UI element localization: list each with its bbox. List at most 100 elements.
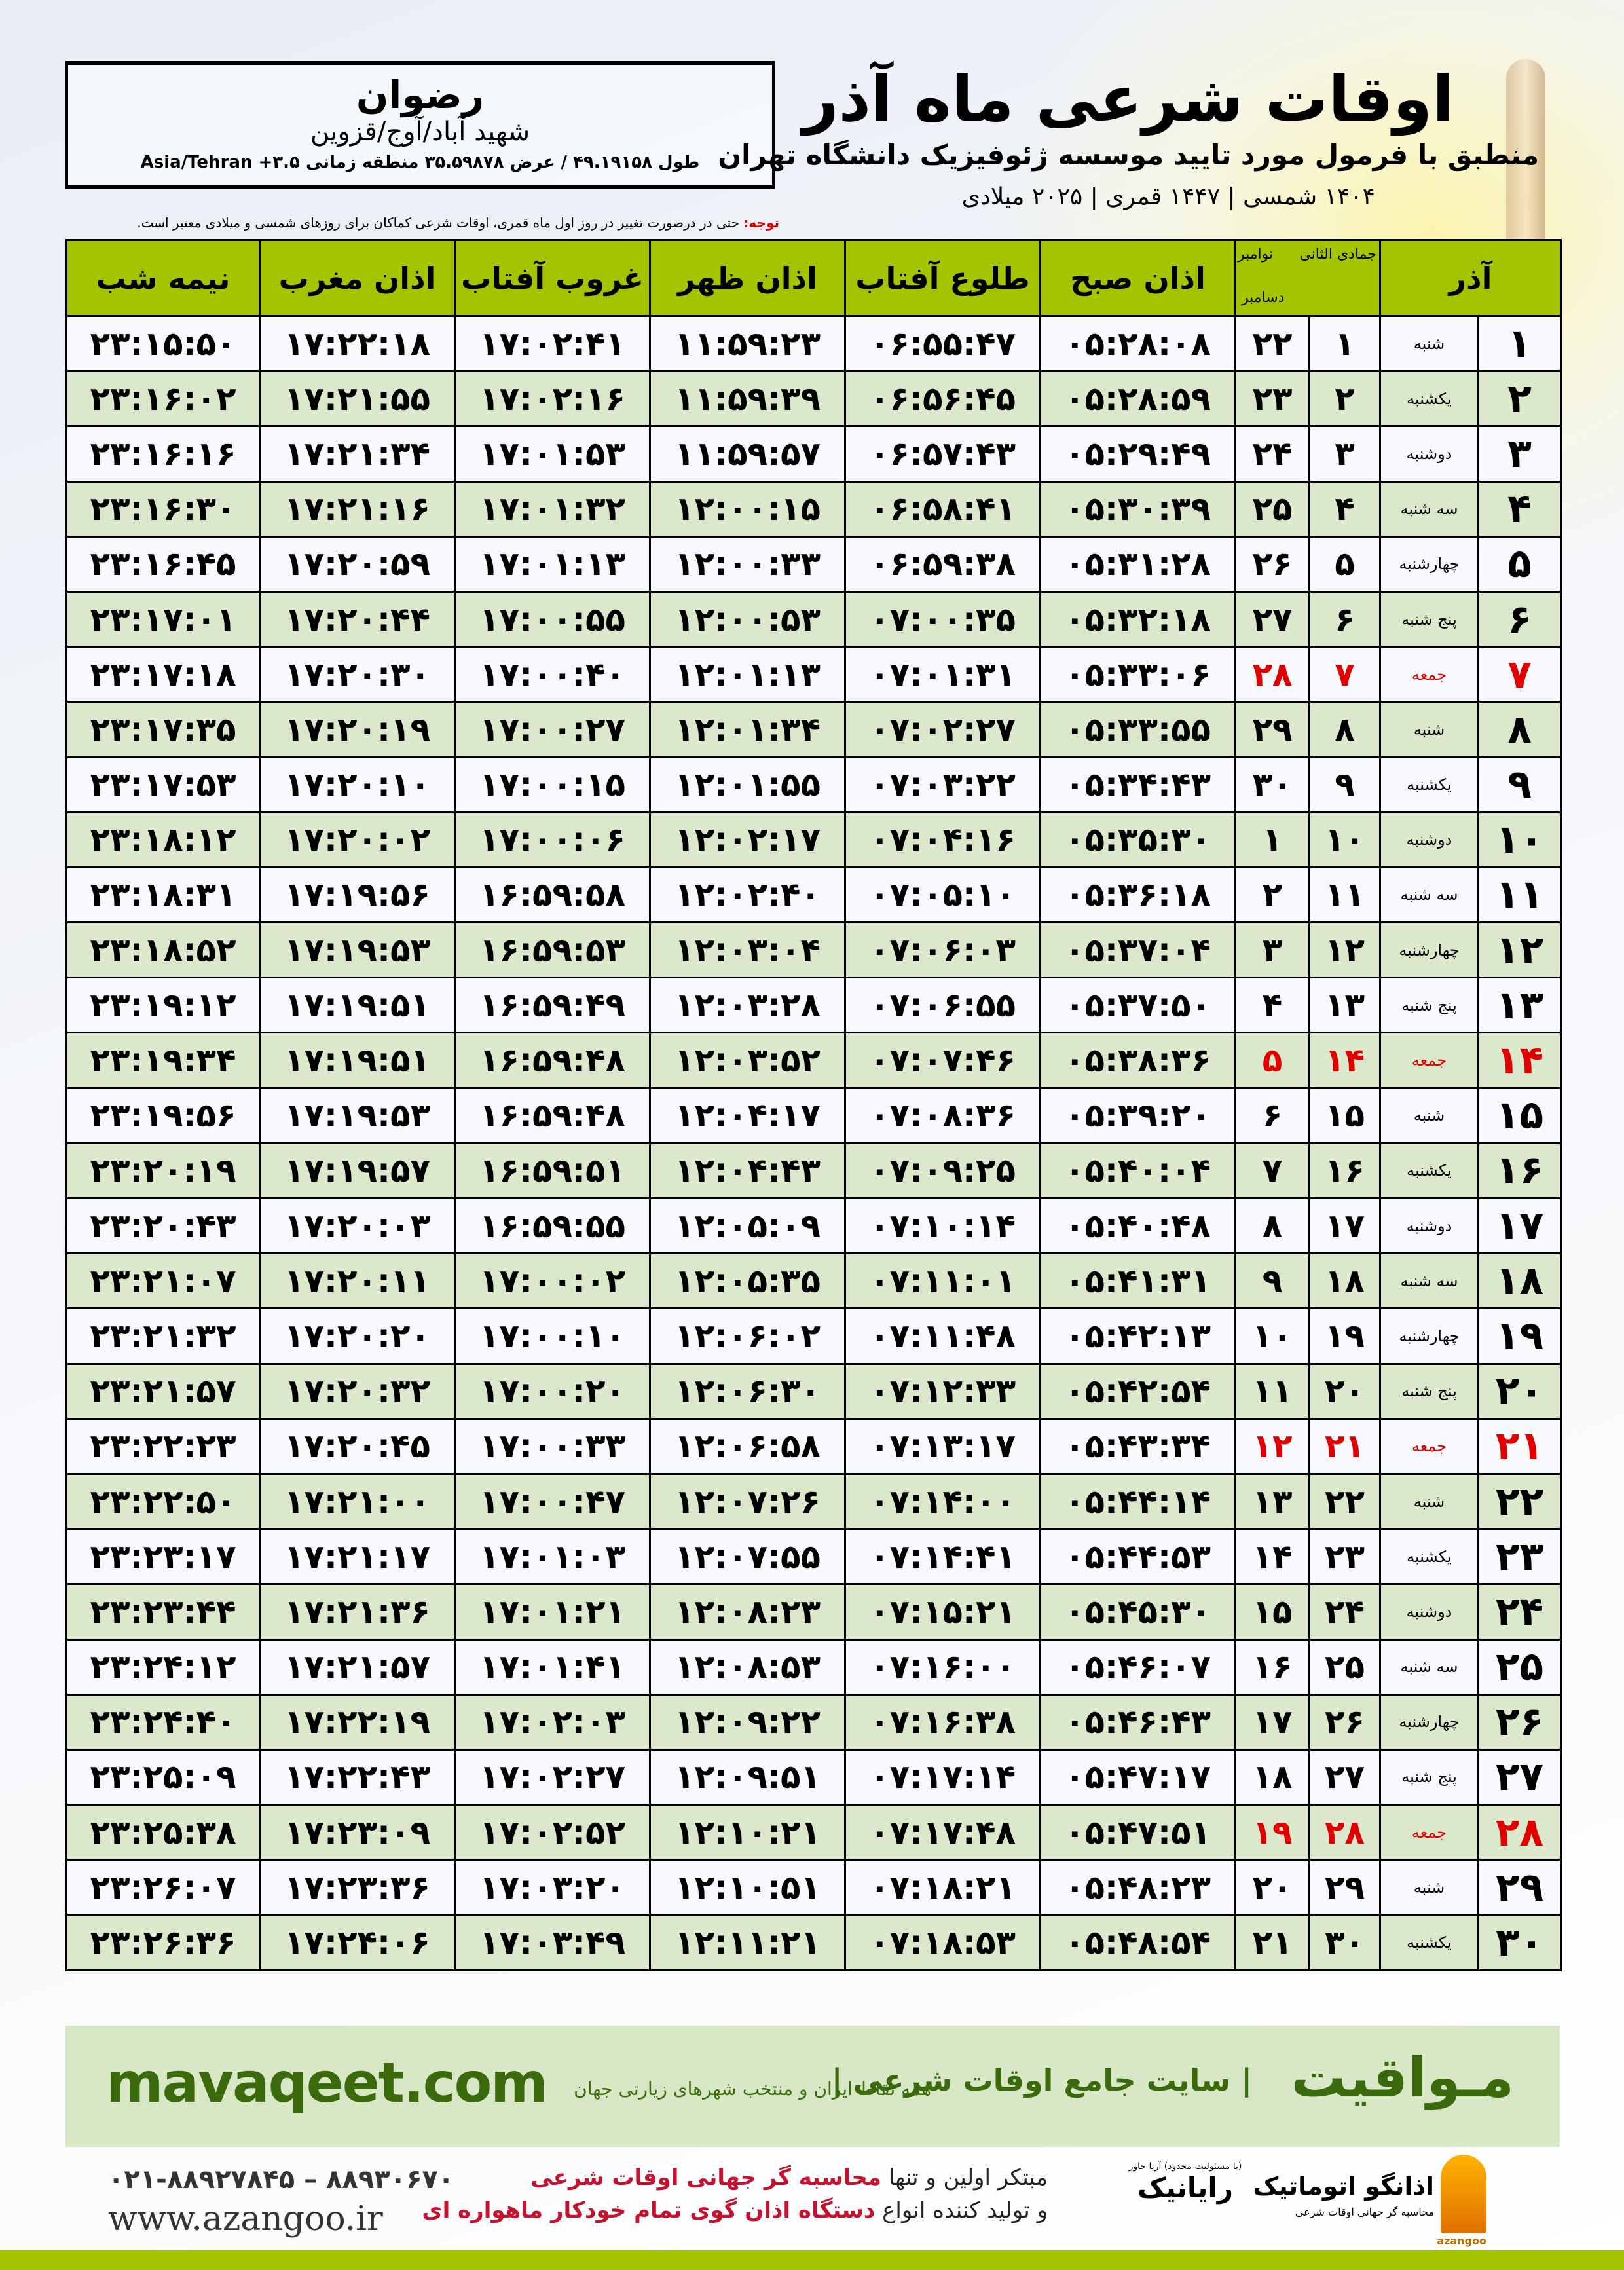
hijri-day: ۲۳ [1308,1528,1381,1586]
maghrib-time: ۱۷:۲۱:۵۷ [259,1638,456,1696]
maghrib-time: ۱۷:۲۴:۰۶ [259,1914,456,1971]
sunrise-time: ۰۷:۱۴:۴۱ [844,1528,1041,1586]
greg-day: ۷ [1234,1142,1310,1200]
sunrise-time: ۰۷:۰۴:۱۶ [844,811,1041,868]
sunset-time: ۱۷:۰۰:۵۵ [454,590,651,648]
sunset-time: ۱۷:۰۲:۰۳ [454,1693,651,1751]
azar-day: ۹ [1477,756,1562,813]
header-hijri: جمادی الثانی [1299,246,1376,263]
midnight-time: ۲۳:۲۵:۳۸ [65,1804,261,1861]
maghrib-time: ۱۷:۱۹:۵۳ [259,921,456,979]
greg-day: ۱۱ [1234,1362,1310,1420]
sunrise-time: ۰۶:۵۸:۴۱ [844,480,1041,538]
midnight-time: ۲۳:۱۷:۵۳ [65,756,261,813]
site-url[interactable]: mavaqeet.com [106,2051,548,2115]
table-row: ۱ شنبه ۱ ۲۲ ۰۵:۲۸:۰۸ ۰۶:۵۵:۴۷ ۱۱:۵۹:۲۳ ۱۷:۰۲:۴۱… [65,314,1562,373]
maghrib-time: ۱۷:۱۹:۵۱ [259,977,456,1034]
dhuhr-time: ۱۲:۰۳:۵۲ [649,1032,846,1089]
phone-numbers: ۰۲۱-۸۸۹۲۷۸۴۵ – ۸۸۹۳۰۶۷۰ [108,2165,454,2195]
azangoo-en: azangoo [1437,2235,1486,2247]
azar-day: ۲۴ [1477,1583,1562,1641]
azar-day: ۲۱ [1477,1417,1562,1475]
hijri-day: ۲ [1308,370,1381,428]
weekday: شنبه [1378,701,1480,758]
azar-day: ۱۹ [1477,1307,1562,1365]
city-name: رضوان [356,73,485,117]
maghrib-time: ۱۷:۲۰:۴۵ [259,1417,456,1475]
page-title: اوقات شرعی ماه آذر [802,62,1454,136]
azar-day: ۲۲ [1477,1472,1562,1531]
sunset-time: ۱۷:۰۱:۰۳ [454,1528,651,1586]
maghrib-time: ۱۷:۲۰:۰۲ [259,811,456,868]
greg-day: ۱۹ [1234,1804,1310,1861]
greg-day: ۶ [1234,1087,1310,1144]
greg-day: ۳ [1234,921,1310,979]
hijri-day: ۱ [1308,314,1381,373]
sunset-time: ۱۶:۵۹:۴۸ [454,1032,651,1089]
greg-day: ۲۳ [1234,370,1310,428]
midnight-time: ۲۳:۲۶:۰۷ [65,1859,261,1916]
greg-day: ۲۱ [1234,1914,1310,1971]
fajr-time: ۰۵:۴۵:۳۰ [1039,1583,1236,1641]
greg-day: ۱۶ [1234,1638,1310,1696]
midnight-time: ۲۳:۱۸:۳۱ [65,866,261,924]
greg-day: ۴ [1234,977,1310,1034]
region-name: شهید آباد/آوج/قزوین [310,117,530,147]
hijri-day: ۱۲ [1308,921,1381,979]
azar-day: ۱۴ [1477,1032,1562,1089]
banner-tagline: | سایت جامع اوقات شرعی | [831,2062,1252,2098]
weekday: پنج شنبه [1378,977,1480,1034]
table-body: ۱ شنبه ۱ ۲۲ ۰۵:۲۸:۰۸ ۰۶:۵۵:۴۷ ۱۱:۵۹:۲۳ ۱۷:۰۲:۴۱… [65,314,1562,1971]
fajr-time: ۰۵:۳۷:۰۴ [1039,921,1236,979]
weekday: یکشنبه [1378,1142,1480,1200]
maghrib-time: ۱۷:۲۰:۱۹ [259,701,456,758]
sunset-time: ۱۷:۰۱:۱۳ [454,535,651,593]
sunset-time: ۱۶:۵۹:۵۵ [454,1197,651,1255]
dhuhr-time: ۱۲:۰۱:۱۳ [649,646,846,703]
sunrise-time: ۰۷:۱۷:۴۸ [844,1804,1041,1861]
table-row: ۲۵ سه شنبه ۲۵ ۱۶ ۰۵:۴۶:۰۷ ۰۷:۱۶:۰۰ ۱۲:۰۸:۵۳ ۱۷:… [65,1638,1562,1696]
fajr-time: ۰۵:۲۸:۵۹ [1039,370,1236,428]
mavaqeet-logo: مـواقیت [1291,2045,1514,2110]
header-sunset: غروب آفتاب [454,239,651,317]
midnight-time: ۲۳:۲۶:۳۶ [65,1914,261,1971]
table-row: ۱۰ دوشنبه ۱۰ ۱ ۰۵:۳۵:۳۰ ۰۷:۰۴:۱۶ ۱۲:۰۲:۱۷ ۱۷:۰۰… [65,811,1562,868]
azar-day: ۲۰ [1477,1362,1562,1420]
greg-day: ۱۰ [1234,1307,1310,1365]
fajr-time: ۰۵:۳۶:۱۸ [1039,866,1236,924]
hijri-day: ۱۸ [1308,1252,1381,1310]
sunrise-time: ۰۷:۰۷:۴۶ [844,1032,1041,1089]
note-label: توجه: [743,215,779,231]
azangoo-url[interactable]: www.azangoo.ir [108,2199,383,2239]
sunset-time: ۱۷:۰۰:۰۲ [454,1252,651,1310]
dhuhr-time: ۱۲:۰۳:۲۸ [649,977,846,1034]
maghrib-time: ۱۷:۲۳:۳۶ [259,1859,456,1916]
azar-day: ۱۰ [1477,811,1562,868]
fajr-time: ۰۵:۴۱:۳۱ [1039,1252,1236,1310]
table-row: ۱۶ یکشنبه ۱۶ ۷ ۰۵:۴۰:۰۴ ۰۷:۰۹:۲۵ ۱۲:۰۴:۴۳ ۱۶:۵۹… [65,1142,1562,1200]
hijri-day: ۳۰ [1308,1914,1381,1971]
weekday: جمعه [1378,1417,1480,1475]
azar-day: ۱۵ [1477,1087,1562,1144]
azar-day: ۱۱ [1477,866,1562,924]
sunset-time: ۱۷:۰۱:۲۱ [454,1583,651,1641]
weekday: شنبه [1378,314,1480,373]
azar-day: ۶ [1477,590,1562,648]
weekday: جمعه [1378,1032,1480,1089]
sunrise-time: ۰۷:۱۵:۲۱ [844,1583,1041,1641]
fajr-time: ۰۵:۳۸:۳۶ [1039,1032,1236,1089]
table-row: ۱۸ سه شنبه ۱۸ ۹ ۰۵:۴۱:۳۱ ۰۷:۱۱:۰۱ ۱۲:۰۵:۳۵ ۱۷:۰… [65,1252,1562,1310]
azar-day: ۲۳ [1477,1528,1562,1586]
azangoo-sub: محاسبه گر جهانی اوقات شرعی [1295,2206,1434,2218]
sunrise-time: ۰۷:۰۰:۳۵ [844,590,1041,648]
hijri-day: ۲۷ [1308,1748,1381,1806]
midnight-time: ۲۳:۱۶:۴۵ [65,535,261,593]
note-text: حتی در درصورت تغییر در روز اول ماه قمری،… [137,215,744,231]
azar-day: ۳۰ [1477,1914,1562,1971]
maghrib-time: ۱۷:۲۰:۰۳ [259,1197,456,1255]
sunrise-time: ۰۷:۰۶:۰۳ [844,921,1041,979]
hijri-day: ۱۷ [1308,1197,1381,1255]
greg-day: ۲۷ [1234,590,1310,648]
prayer-times-table: آذر جمادی الثانی نوامبر دسامبر اذان صبح … [65,239,1562,1971]
table-row: ۱۳ پنج شنبه ۱۳ ۴ ۰۵:۳۷:۵۰ ۰۷:۰۶:۵۵ ۱۲:۰۳:۲۸ ۱۶:… [65,977,1562,1034]
